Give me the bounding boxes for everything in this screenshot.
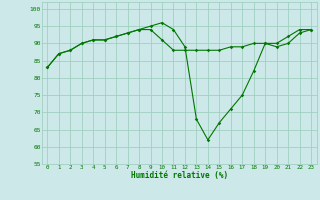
X-axis label: Humidité relative (%): Humidité relative (%) bbox=[131, 171, 228, 180]
